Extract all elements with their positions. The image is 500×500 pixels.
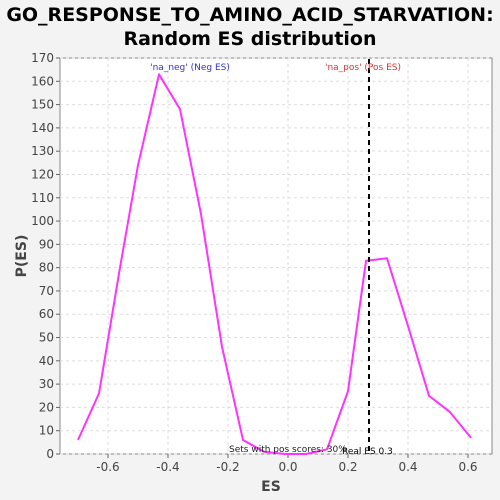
x-tick-label: -0.2 — [216, 460, 239, 474]
y-tick-label: 70 — [39, 284, 54, 298]
y-tick-label: 20 — [39, 400, 54, 414]
y-tick-label: 80 — [39, 261, 54, 275]
data-series — [77, 73, 472, 455]
x-tick-label: -0.4 — [156, 460, 179, 474]
y-tick-label: 60 — [39, 307, 54, 321]
y-tick-label: 100 — [31, 214, 54, 228]
y-tick-label: 90 — [39, 237, 54, 251]
pos-scores-note: Sets with pos scores: 30% — [229, 445, 347, 455]
x-axis-label: ES — [261, 479, 281, 495]
y-tick-label: 140 — [31, 121, 54, 135]
x-tick-label: -0.6 — [96, 460, 119, 474]
x-tick-label: 0.2 — [338, 460, 357, 474]
y-tick-label: 170 — [31, 51, 54, 65]
x-axis-ticks: -0.6 -0.4 -0.2 0.0 0.2 0.4 0.6 — [96, 454, 478, 474]
neg-es-label: 'na_neg' (Neg ES) — [150, 63, 230, 73]
gridlines — [60, 57, 492, 455]
y-tick-label: 130 — [31, 144, 54, 158]
chart-title: GO_RESPONSE_TO_AMINO_ACID_STARVATION: — [6, 4, 494, 26]
distribution-line — [77, 73, 472, 455]
x-tick-label: 0.4 — [398, 460, 417, 474]
y-tick-label: 160 — [31, 74, 54, 88]
y-tick-label: 30 — [39, 377, 54, 391]
pos-es-label: 'na_pos' (Pos ES) — [325, 63, 401, 73]
y-tick-label: 120 — [31, 167, 54, 181]
plot-area — [59, 57, 493, 455]
x-tick-label: 0.0 — [278, 460, 297, 474]
y-axis-label: P(ES) — [14, 235, 30, 278]
y-tick-label: 150 — [31, 98, 54, 112]
y-tick-label: 10 — [39, 424, 54, 438]
x-tick-label: 0.6 — [458, 460, 477, 474]
y-axis-ticks: 0 10 20 30 40 50 60 70 80 90 100 110 120 130 140 150 160… — [31, 51, 60, 461]
y-tick-label: 110 — [31, 191, 54, 205]
chart-subtitle: Random ES distribution — [123, 28, 377, 50]
y-tick-label: 0 — [46, 447, 54, 461]
y-tick-label: 40 — [39, 354, 54, 368]
real-es-label: Real ES 0.3 — [342, 447, 393, 457]
y-tick-label: 50 — [39, 331, 54, 345]
